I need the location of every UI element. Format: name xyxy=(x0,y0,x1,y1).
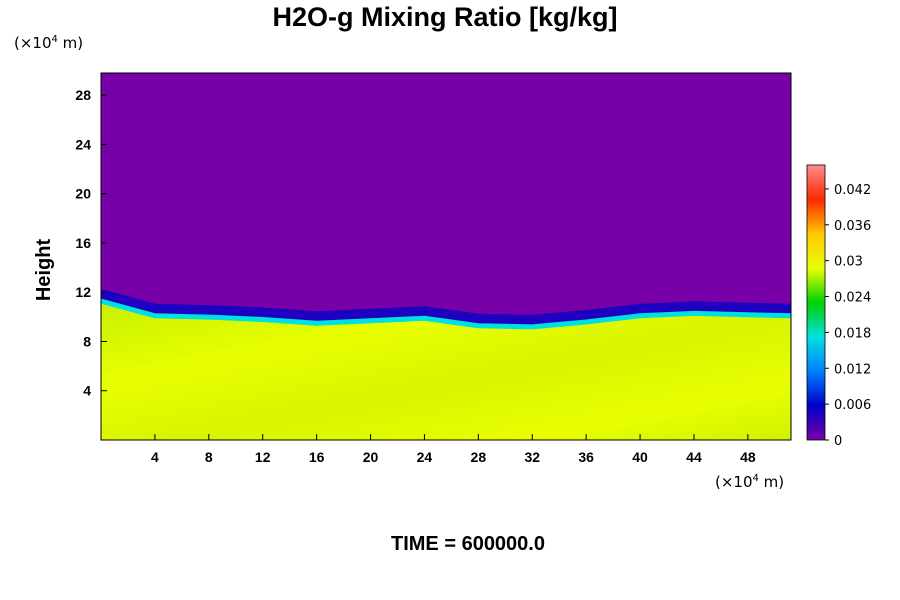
colorbar-tick-label: 0.012 xyxy=(834,362,871,377)
colorbar-tick-label: 0.006 xyxy=(834,398,871,413)
x-tick-label: 16 xyxy=(309,449,325,465)
x-tick-label: 12 xyxy=(255,449,271,465)
interface-band-light xyxy=(101,298,791,330)
x-tick-label: 36 xyxy=(578,449,594,465)
y-axis-unit: (×104 m) xyxy=(14,34,83,52)
x-tick-label: 48 xyxy=(740,449,756,465)
x-axis-unit: (×104 m) xyxy=(715,473,784,491)
y-tick-label: 4 xyxy=(83,383,91,399)
y-tick-label: 8 xyxy=(83,333,91,349)
colorbar-ticks: 0 0.006 0.012 0.018 0.024 0.03 0.036 0.042 xyxy=(825,183,871,449)
colorbar-tick-label: 0.042 xyxy=(834,183,871,198)
chart-title: H2O-g Mixing Ratio [kg/kg] xyxy=(272,2,617,32)
plot-area xyxy=(101,73,791,440)
y-tick-label: 12 xyxy=(75,284,91,300)
colorbar-tick-label: 0.036 xyxy=(834,219,871,234)
y-tick-label: 20 xyxy=(75,186,91,202)
y-tick-label: 16 xyxy=(75,235,91,251)
x-axis-ticks: 4 8 12 16 20 24 28 32 36 40 44 48 xyxy=(151,434,756,465)
colorbar-tick-label: 0.024 xyxy=(834,291,871,306)
x-tick-label: 28 xyxy=(471,449,487,465)
x-tick-label: 40 xyxy=(632,449,648,465)
colorbar xyxy=(806,164,826,441)
y-axis-ticks: 4 8 12 16 20 24 28 xyxy=(75,87,107,399)
y-axis-label: Height xyxy=(33,239,55,302)
colorbar-tick-label: 0.03 xyxy=(834,255,863,270)
lower-field xyxy=(101,302,791,440)
x-tick-label: 24 xyxy=(417,449,433,465)
x-tick-label: 44 xyxy=(686,449,702,465)
x-tick-label: 32 xyxy=(524,449,540,465)
y-tick-label: 24 xyxy=(75,136,91,152)
plot-frame xyxy=(100,72,792,441)
colorbar-tick-label: 0 xyxy=(834,434,842,449)
y-tick-label: 28 xyxy=(75,87,91,103)
x-tick-label: 4 xyxy=(151,449,159,465)
x-tick-label: 20 xyxy=(363,449,379,465)
colorbar-tick-label: 0.018 xyxy=(834,326,871,341)
x-tick-label: 8 xyxy=(205,449,213,465)
interface-band-dark xyxy=(101,289,791,327)
time-label: TIME = 600000.0 xyxy=(391,533,545,555)
